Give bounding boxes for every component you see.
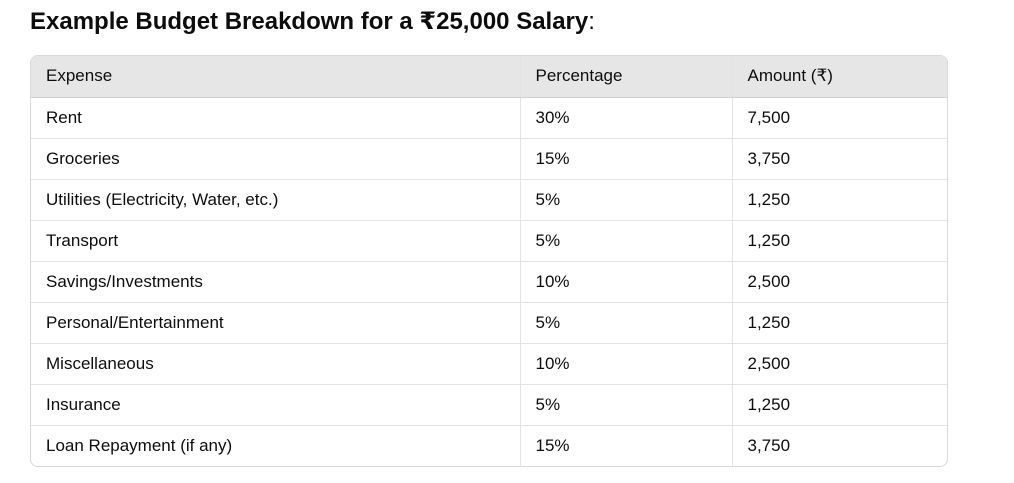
table-row: Utilities (Electricity, Water, etc.) 5% … [31,178,947,220]
table-body: Rent 30% 7,500 Groceries 15% 3,750 Utili… [31,97,947,466]
budget-table-container: Expense Percentage Amount (₹) Rent 30% 7… [30,55,948,467]
header-row: Expense Percentage Amount (₹) [31,56,947,98]
column-header-amount: Amount (₹) [731,56,947,98]
expense-cell: Transport [31,219,520,261]
percentage-cell: 5% [519,301,732,343]
percentage-cell: 15% [519,424,732,466]
table-row: Loan Repayment (if any) 15% 3,750 [31,424,947,466]
expense-cell: Personal/Entertainment [31,301,520,343]
table-row: Savings/Investments 10% 2,500 [31,260,947,302]
amount-cell: 7,500 [731,97,947,138]
table-row: Transport 5% 1,250 [31,219,947,261]
table-header: Expense Percentage Amount (₹) [31,56,947,98]
amount-cell: 3,750 [731,137,947,179]
percentage-cell: 5% [519,178,732,220]
expense-cell: Miscellaneous [31,342,520,384]
column-header-percentage: Percentage [519,56,732,98]
expense-cell: Utilities (Electricity, Water, etc.) [31,178,520,220]
column-header-expense: Expense [31,56,520,98]
amount-cell: 3,750 [731,424,947,466]
table-row: Groceries 15% 3,750 [31,137,947,179]
expense-cell: Groceries [31,137,520,179]
amount-cell: 1,250 [731,178,947,220]
table-row: Rent 30% 7,500 [31,97,947,138]
amount-cell: 1,250 [731,301,947,343]
section-heading: Example Budget Breakdown for a ₹25,000 S… [30,6,595,38]
amount-cell: 2,500 [731,260,947,302]
table-row: Miscellaneous 10% 2,500 [31,342,947,384]
percentage-cell: 10% [519,342,732,384]
percentage-cell: 30% [519,97,732,138]
expense-cell: Insurance [31,383,520,425]
percentage-cell: 15% [519,137,732,179]
heading-title: Example Budget Breakdown for a ₹25,000 S… [30,8,589,35]
budget-table: Expense Percentage Amount (₹) Rent 30% 7… [31,56,947,466]
percentage-cell: 10% [519,260,732,302]
heading-colon: : [588,8,595,35]
expense-cell: Loan Repayment (if any) [31,424,520,466]
amount-cell: 1,250 [731,383,947,425]
table-row: Insurance 5% 1,250 [31,383,947,425]
percentage-cell: 5% [519,383,732,425]
table-row: Personal/Entertainment 5% 1,250 [31,301,947,343]
percentage-cell: 5% [519,219,732,261]
expense-cell: Savings/Investments [31,260,520,302]
amount-cell: 1,250 [731,219,947,261]
amount-cell: 2,500 [731,342,947,384]
expense-cell: Rent [46,107,82,127]
